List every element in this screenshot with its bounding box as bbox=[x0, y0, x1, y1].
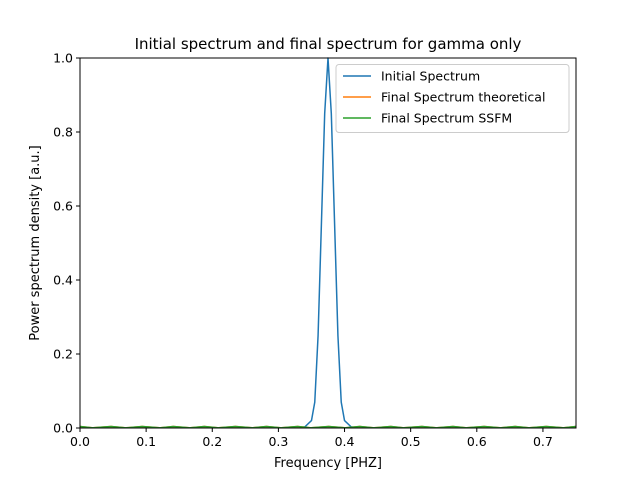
x-tick-label: 0.2 bbox=[202, 434, 222, 449]
plot-frame bbox=[79, 57, 577, 429]
x-tick-label: 0.6 bbox=[467, 434, 487, 449]
y-tick-label: 0.0 bbox=[53, 421, 73, 436]
legend-label-1: Final Spectrum theoretical bbox=[381, 90, 545, 105]
y-tick-label: 0.4 bbox=[53, 273, 73, 288]
x-axis: 0.0 0.1 0.2 0.3 0.4 0.5 0.6 0.7 bbox=[70, 428, 553, 449]
y-tick-label: 0.8 bbox=[53, 125, 73, 140]
chart-title: Initial spectrum and final spectrum for … bbox=[135, 35, 522, 53]
y-tick-label: 1.0 bbox=[53, 51, 73, 66]
legend-box bbox=[335, 64, 570, 133]
x-tick-label: 0.7 bbox=[533, 434, 553, 449]
y-tick-label: 0.2 bbox=[53, 347, 73, 362]
y-tick-label: 0.6 bbox=[53, 199, 73, 214]
x-axis-title: Frequency [PHZ] bbox=[274, 456, 382, 471]
legend-label-0: Initial Spectrum bbox=[381, 69, 480, 84]
series-line-2 bbox=[80, 425, 576, 428]
y-axis-title: Power spectrum density [a.u.] bbox=[28, 145, 43, 341]
x-tick-label: 0.1 bbox=[136, 434, 156, 449]
x-tick-label: 0.4 bbox=[335, 434, 355, 449]
legend: Initial Spectrum Final Spectrum theoretic… bbox=[335, 64, 570, 133]
y-axis: 0.0 0.2 0.4 0.6 0.8 1.0 bbox=[53, 51, 80, 436]
x-tick-label: 0.0 bbox=[70, 434, 90, 449]
x-tick-label: 0.5 bbox=[401, 434, 421, 449]
legend-label-2: Final Spectrum SSFM bbox=[381, 111, 512, 126]
x-tick-label: 0.3 bbox=[268, 434, 288, 449]
